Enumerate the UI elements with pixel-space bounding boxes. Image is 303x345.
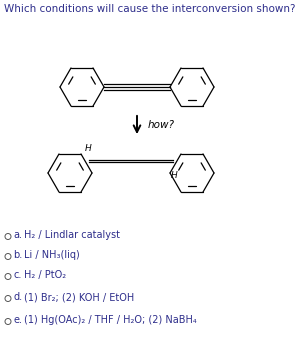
Text: b.: b.: [13, 250, 22, 260]
Text: H: H: [171, 171, 177, 180]
Text: a.: a.: [13, 230, 22, 240]
Circle shape: [5, 296, 11, 302]
Text: c.: c.: [13, 270, 22, 280]
Text: e.: e.: [13, 315, 22, 325]
Circle shape: [5, 318, 11, 325]
Circle shape: [5, 254, 11, 259]
Circle shape: [5, 274, 11, 279]
Circle shape: [5, 234, 11, 239]
Text: H₂ / Lindlar catalyst: H₂ / Lindlar catalyst: [24, 230, 120, 240]
Text: (1) Br₂; (2) KOH / EtOH: (1) Br₂; (2) KOH / EtOH: [24, 292, 134, 302]
Text: H₂ / PtO₂: H₂ / PtO₂: [24, 270, 66, 280]
Text: H: H: [85, 144, 92, 153]
Text: d.: d.: [13, 292, 22, 302]
Text: (1) Hg(OAc)₂ / THF / H₂O; (2) NaBH₄: (1) Hg(OAc)₂ / THF / H₂O; (2) NaBH₄: [24, 315, 197, 325]
Text: Which conditions will cause the interconversion shown?: Which conditions will cause the intercon…: [4, 4, 295, 14]
Text: Li / NH₃(liq): Li / NH₃(liq): [24, 250, 80, 260]
Text: how?: how?: [148, 120, 175, 130]
